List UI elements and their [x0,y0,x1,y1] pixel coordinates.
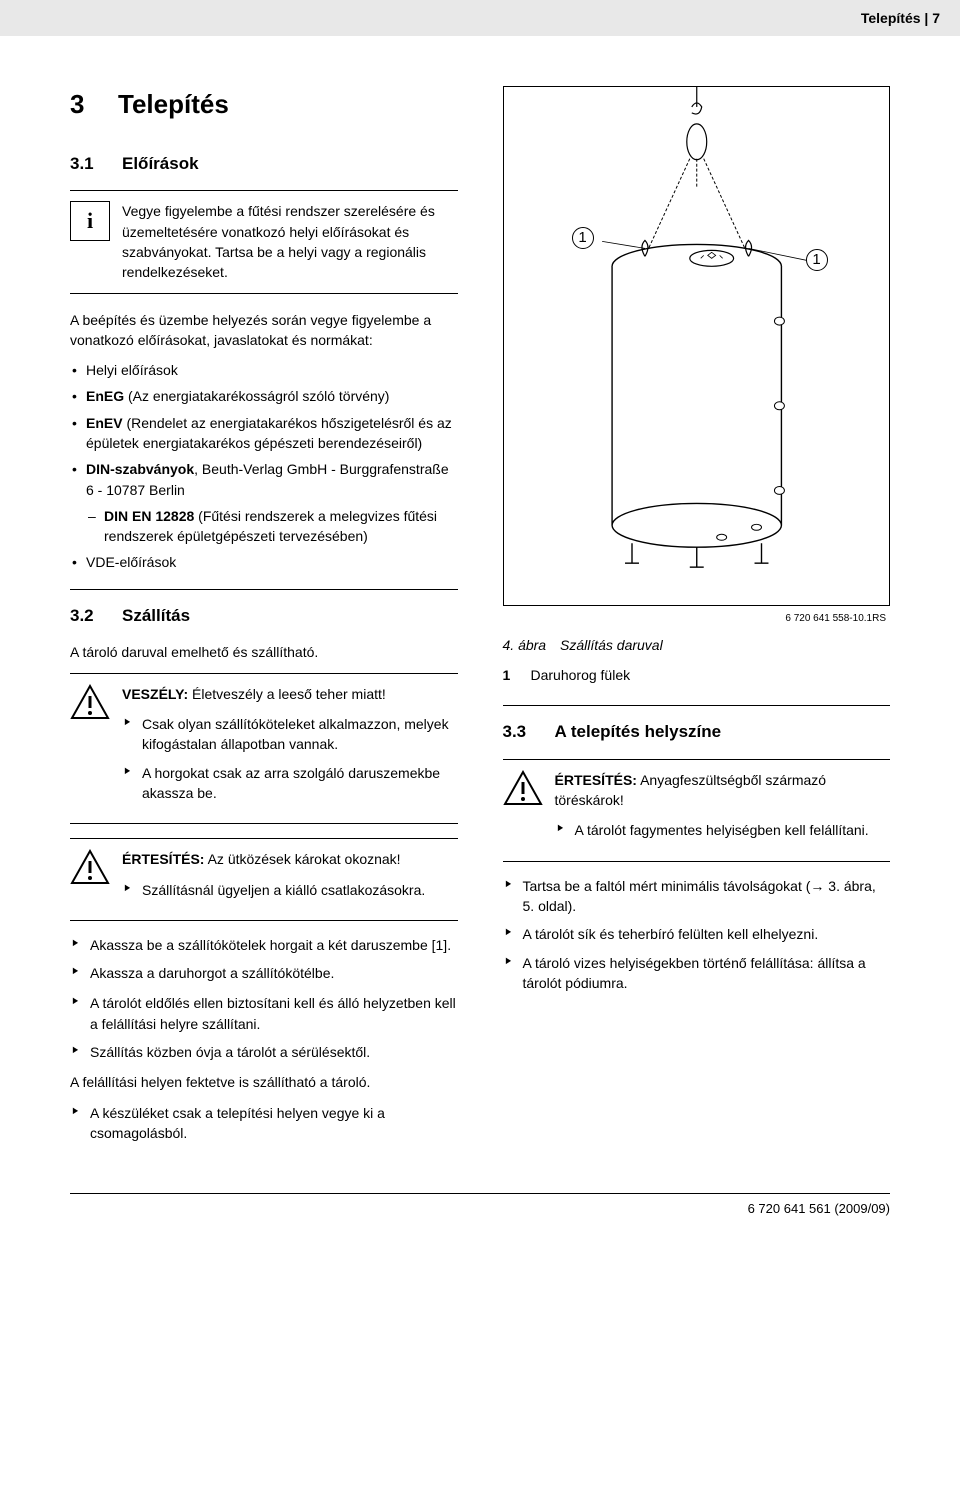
section-heading: 3Telepítés [70,86,458,124]
subsection-3-3-heading: 3.3A telepítés helyszíne [503,720,891,745]
list-item: Csak olyan szállítóköteleket alkalmazzon… [122,714,458,755]
info-icon: i [70,201,110,241]
danger-text: Életveszély a leeső teher miatt! [188,686,386,702]
list-item: DIN-szabványok, Beuth-Verlag GmbH - Burg… [70,459,458,546]
notice-box: ÉRTESÍTÉS: Az ütközések károkat okoznak!… [70,838,458,921]
notice-title: ÉRTESÍTÉS: Anyagfeszültségből származó t… [555,770,891,811]
info-text: Vegye figyelembe a fűtési rendszer szere… [122,201,458,282]
figure-frame: 1 1 [503,86,891,606]
step-list: A készüléket csak a telepítési helyen ve… [70,1103,458,1144]
callout-1-right: 1 [806,249,828,271]
breadcrumb: Telepítés | 7 [861,8,940,28]
warning-icon [503,770,543,806]
paragraph: A tároló daruval emelhető és szállítható… [70,642,458,662]
subsection-3-2-heading: 3.2Szállítás [70,604,458,629]
legend-key: 1 [503,665,531,685]
paragraph: A felállítási helyen fektetve is szállít… [70,1072,458,1092]
warning-icon [70,849,110,885]
divider [70,589,458,590]
notice-title: ÉRTESÍTÉS: Az ütközések károkat okoznak! [122,849,458,869]
notice-box: ÉRTESÍTÉS: Anyagfeszültségből származó t… [503,759,891,862]
tank-crane-illustration [504,87,890,605]
law-desc: (Rendelet az energiatakarékos hőszigetel… [86,415,452,451]
danger-label: VESZÉLY: [122,686,188,702]
subsection-number: 3.1 [70,152,122,177]
list-item: EnEG (Az energiatakarékosságról szóló tö… [70,386,458,406]
list-item: A tárolót sík és teherbíró felülten kell… [503,924,891,944]
subsection-title: Előírások [122,154,199,173]
step-list: A tárolót eldőlés ellen biztosítani kell… [70,993,458,1062]
list-item: EnEV (Rendelet az energiatakarékos hőszi… [70,413,458,454]
page-footer: 6 720 641 561 (2009/09) [70,1193,890,1219]
list-item: A készüléket csak a telepítési helyen ve… [70,1103,458,1144]
divider [503,705,891,706]
notice-text: Az ütközések károkat okoznak! [204,851,400,867]
left-column: 3Telepítés 3.1Előírások i Vegye figyelem… [70,86,458,1153]
figure-title: Szállítás daruval [560,637,663,653]
din-name: DIN EN 12828 [104,508,194,524]
right-column: 1 1 6 720 641 558-10.1RS 4. ábra Szállít… [503,86,891,1153]
section-title: Telepítés [118,89,229,119]
list-item: Szállításnál ügyeljen a kiálló csatlakoz… [122,880,458,900]
document-id: 6 720 641 561 (2009/09) [748,1201,890,1216]
list-item: VDE-előírások [70,552,458,572]
list-item: Akassza be a szállítókötelek horgait a k… [70,935,458,955]
list-item: Szállítás közben óvja a tárolót a sérülé… [70,1042,458,1062]
subsection-title: Szállítás [122,606,190,625]
notice-label: ÉRTESÍTÉS: [122,851,204,867]
step-list: Akassza be a szállítókötelek horgait a k… [70,935,458,984]
legend-text: Daruhorog fülek [531,667,631,683]
figure-code: 6 720 641 558-10.1RS [503,612,891,627]
figure-number: 4. ábra [503,637,547,653]
std-name: DIN-szabványok [86,461,194,477]
list-item: Tartsa be a faltól mért minimális távols… [503,876,891,917]
list-item: A horgokat csak az arra szolgáló darusze… [122,763,458,804]
figure-caption: 4. ábra Szállítás daruval [503,635,891,655]
page-header: Telepítés | 7 [0,0,960,36]
info-box: i Vegye figyelembe a fűtési rendszer sze… [70,190,458,293]
law-desc: (Az energiatakarékosságról szóló törvény… [124,388,389,404]
subsection-title: A telepítés helyszíne [555,722,722,741]
list-item: A tárolót fagymentes helyiségben kell fe… [555,820,891,840]
callout-number: 1 [572,227,594,249]
list-item: A tárolót eldőlés ellen biztosítani kell… [70,993,458,1034]
notice-label: ÉRTESÍTÉS: [555,772,637,788]
warning-icon [70,684,110,720]
list-item: A tároló vizes helyiségekben történő fel… [503,953,891,994]
callout-number: 1 [806,249,828,271]
list-item: DIN EN 12828 (Fűtési rendszerek a melegv… [86,506,458,547]
section-number: 3 [70,86,118,124]
danger-title: VESZÉLY: Életveszély a leeső teher miatt… [122,684,458,704]
subsection-3-1-heading: 3.1Előírások [70,152,458,177]
callout-1-left: 1 [572,227,594,249]
danger-box: VESZÉLY: Életveszély a leeső teher miatt… [70,673,458,824]
list-item: Helyi előírások [70,360,458,380]
intro-paragraph: A beépítés és üzembe helyezés során vegy… [70,310,458,351]
list-item: Akassza a daruhorgot a szállítókötélbe. [70,963,458,983]
step-list: Tartsa be a faltól mért minimális távols… [503,876,891,993]
law-name: EnEG [86,388,124,404]
law-name: EnEV [86,415,123,431]
figure-legend: 1Daruhorog fülek [503,665,891,685]
subsection-number: 3.3 [503,720,555,745]
regulations-list: Helyi előírások EnEG (Az energiatakaréko… [70,360,458,573]
subsection-number: 3.2 [70,604,122,629]
